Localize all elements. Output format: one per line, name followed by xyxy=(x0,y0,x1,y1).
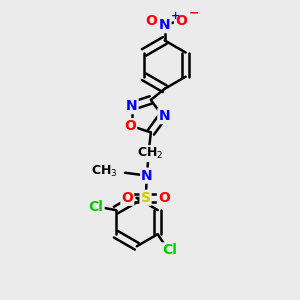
Text: CH$_3$: CH$_3$ xyxy=(91,164,118,179)
Text: S: S xyxy=(141,191,151,205)
Text: Cl: Cl xyxy=(162,243,177,257)
Text: O: O xyxy=(146,14,158,28)
Text: N: N xyxy=(141,169,153,183)
Text: CH$_2$: CH$_2$ xyxy=(137,146,163,161)
Text: O: O xyxy=(175,14,187,28)
Text: −: − xyxy=(189,6,200,19)
Text: O: O xyxy=(122,191,133,205)
Text: O: O xyxy=(124,119,136,133)
Text: N: N xyxy=(159,18,170,32)
Text: N: N xyxy=(158,109,170,123)
Text: Cl: Cl xyxy=(89,200,104,214)
Text: N: N xyxy=(126,99,138,113)
Text: +: + xyxy=(171,11,180,21)
Text: O: O xyxy=(158,191,170,205)
